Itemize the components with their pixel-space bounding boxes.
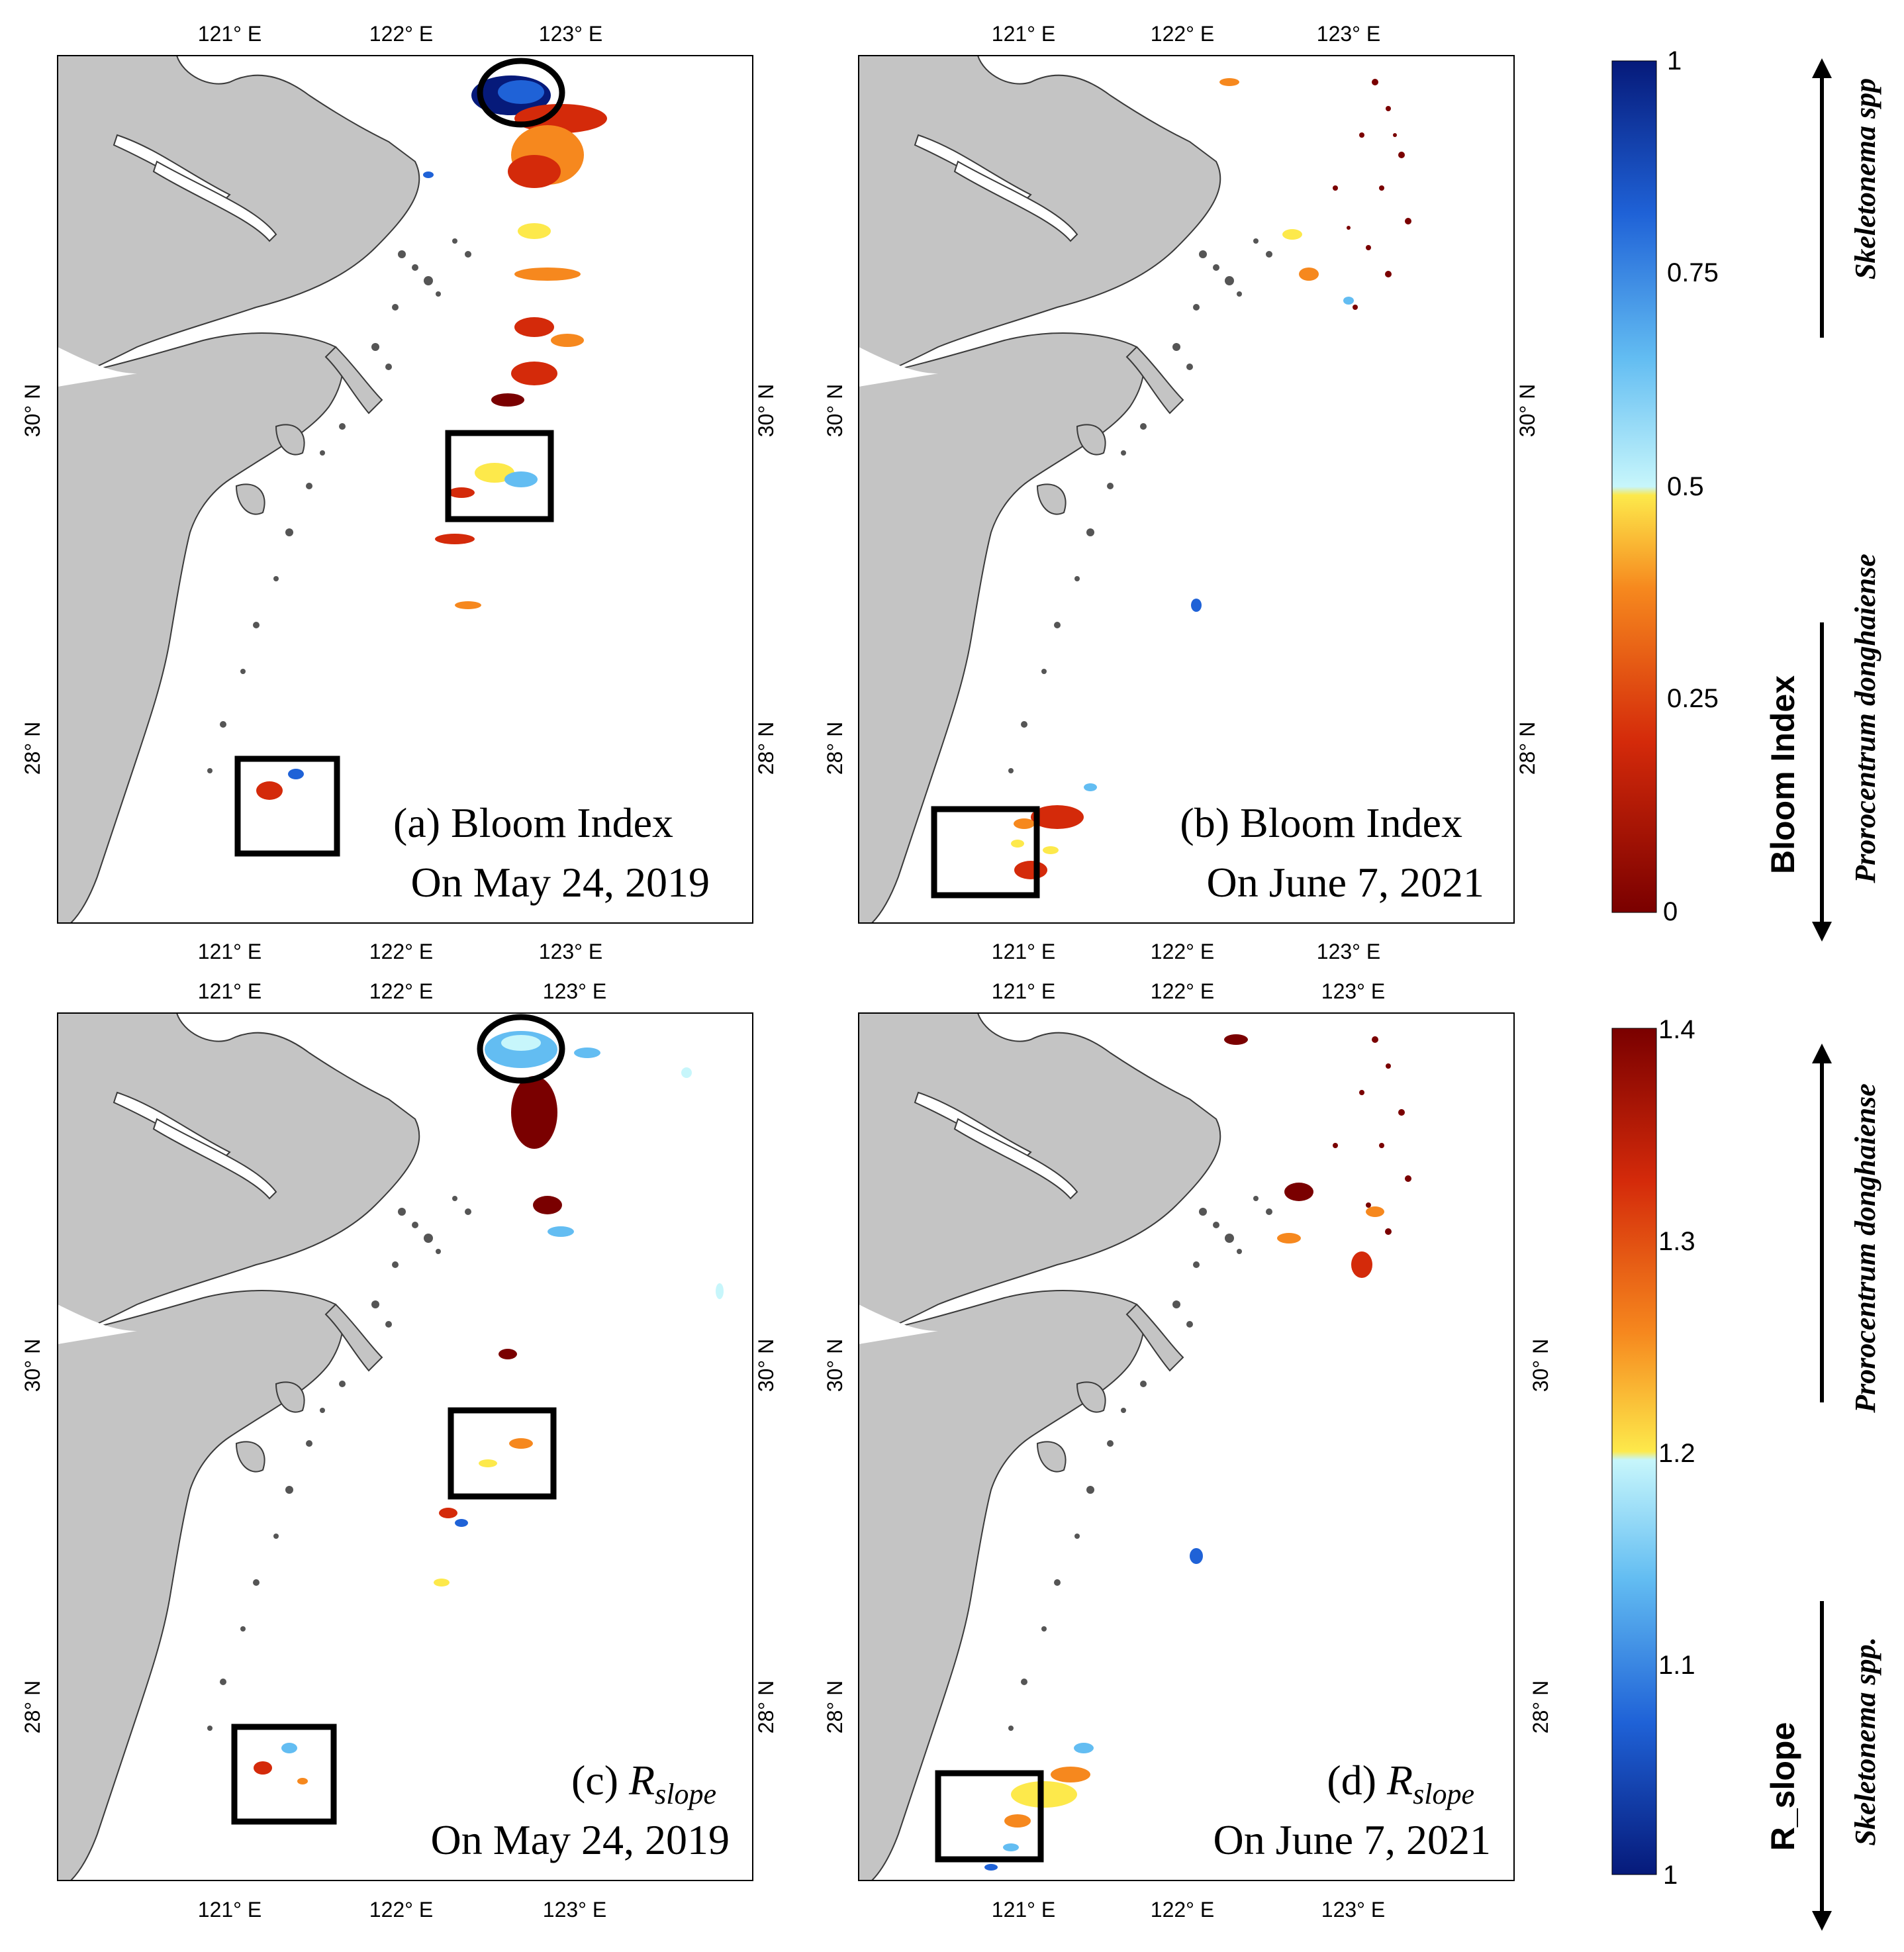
arrow-up-icon: [1812, 58, 1832, 338]
panel-a-highlight-circle: [477, 58, 565, 128]
colorbar-bloom-tick: 0.25: [1667, 684, 1719, 713]
colorbar-rslope-tick: 1.4: [1658, 1015, 1695, 1044]
panel-d-lon-bot-121: 121° E: [992, 1898, 1055, 1922]
panel-a-lon-bot-122: 122° E: [369, 940, 433, 963]
colorbar-rslope: 1.4 1.3 1.2 1.1 1 R_slope Prorocentrum d…: [1611, 1015, 1881, 1931]
panel-d-lat-right-28: 28° N: [1529, 1681, 1552, 1733]
colorbar-rslope-label: R_slope: [1764, 1722, 1801, 1851]
panel-a-lon-top-123: 123° E: [539, 22, 602, 46]
panel-d-rslope-pixels: [984, 1034, 1411, 1871]
panel-d-lon-top-123: 123° E: [1321, 979, 1385, 1003]
panel-a-lon-top-121: 121° E: [198, 22, 262, 46]
panel-c-caption-var: R: [628, 1757, 655, 1804]
panel-c-lat-left-28: 28° N: [21, 1681, 44, 1733]
panel-d: (d) Rslope On June 7, 2021: [858, 1012, 1515, 1881]
colorbar-bloom: 1 0.75 0.5 0.25 0 Bloom Index Skeletonem…: [1611, 46, 1881, 942]
colorbar-bloom-tick: 0: [1663, 897, 1678, 926]
panel-d-caption-var: R: [1386, 1757, 1413, 1804]
panel-c-rslope-pixels: [254, 1031, 724, 1784]
panel-d-lon-top-121: 121° E: [992, 979, 1055, 1003]
panel-c-lon-top-121: 121° E: [198, 979, 262, 1003]
panel-d-lon-bot-123: 123° E: [1321, 1898, 1385, 1922]
panel-a-lat-right-30: 30° N: [754, 384, 778, 437]
colorbar-rslope-tick: 1.2: [1658, 1439, 1695, 1468]
panel-c-lon-top-122: 122° E: [369, 979, 433, 1003]
colorbar-bloom-tick: 0.5: [1667, 472, 1704, 501]
panel-a-lat-left-28: 28° N: [21, 722, 44, 775]
panel-d-lon-bot-122: 122° E: [1151, 1898, 1214, 1922]
arrow-up-icon: [1812, 1044, 1832, 1402]
panel-b-lat-left-28: 28° N: [823, 722, 847, 775]
panel-c-highlight-box-1: [448, 1407, 557, 1500]
panel-a: (a) Bloom Index On May 24, 2019: [57, 55, 753, 924]
panel-b-lat-right-30: 30° N: [1515, 384, 1539, 437]
panel-d-highlight-box: [935, 1770, 1044, 1863]
panel-d-caption-main: (d) Rslope: [1327, 1757, 1474, 1810]
colorbar-rslope-tick: 1: [1663, 1861, 1678, 1890]
panel-b-lat-right-28: 28° N: [1515, 722, 1539, 775]
panel-a-lat-left-30: 30° N: [21, 384, 44, 437]
panel-a-lon-bot-121: 121° E: [198, 940, 262, 963]
panel-d-lat-left-30: 30° N: [823, 1339, 847, 1392]
panel-c-highlight-box-2: [231, 1724, 337, 1825]
arrow-down-icon: [1812, 1601, 1832, 1931]
colorbar-rslope-bar: [1611, 1028, 1657, 1875]
panel-b-lon-bot-123: 123° E: [1317, 940, 1380, 963]
panel-c-caption-sub: slope: [655, 1778, 716, 1810]
panel-a-highlight-box-1: [445, 430, 554, 522]
panel-a-lon-top-122: 122° E: [369, 22, 433, 46]
panel-b-caption-date: On June 7, 2021: [1206, 859, 1484, 906]
panel-c: (c) Rslope On May 24, 2019: [57, 1012, 753, 1881]
panel-b-caption-main: (b) Bloom Index: [1180, 799, 1462, 846]
colorbar-bloom-label: Bloom Index: [1764, 675, 1801, 874]
panel-c-lat-left-30: 30° N: [21, 1339, 44, 1392]
panel-d-lat-left-28: 28° N: [823, 1681, 847, 1733]
panel-d-lon-top-122: 122° E: [1151, 979, 1214, 1003]
panel-c-caption-prefix: (c): [571, 1757, 629, 1804]
colorbar-bloom-tick: 1: [1667, 46, 1682, 75]
colorbar-bloom-species-high: Skeletonema spp: [1849, 78, 1881, 279]
colorbar-rslope-species-low: Skeletonema spp.: [1849, 1637, 1881, 1845]
panel-c-lon-top-123: 123° E: [543, 979, 606, 1003]
panel-b-lon-bot-121: 121° E: [992, 940, 1055, 963]
panel-c-lon-bot-122: 122° E: [369, 1898, 433, 1922]
panel-c-lat-right-28: 28° N: [754, 1681, 778, 1733]
panel-b: (b) Bloom Index On June 7, 2021: [858, 55, 1515, 924]
panel-b-lon-bot-122: 122° E: [1151, 940, 1214, 963]
colorbar-bloom-bar: [1611, 60, 1657, 913]
panel-a-caption-date: On May 24, 2019: [410, 859, 710, 906]
panel-c-lat-right-30: 30° N: [754, 1339, 778, 1392]
panel-b-highlight-box: [931, 806, 1040, 899]
panel-c-caption-main: (c) Rslope: [571, 1757, 716, 1810]
panel-d-caption-prefix: (d): [1327, 1757, 1387, 1804]
panel-c-lon-bot-123: 123° E: [543, 1898, 606, 1922]
panel-c-lon-bot-121: 121° E: [198, 1898, 262, 1922]
panel-a-highlight-box-2: [234, 756, 340, 857]
arrow-down-icon: [1812, 622, 1832, 942]
panel-b-lon-top-121: 121° E: [992, 22, 1055, 46]
panel-c-caption-date: On May 24, 2019: [430, 1816, 730, 1863]
colorbar-bloom-species-low: Prorocentrum donghaiense: [1849, 554, 1881, 884]
panel-d-caption-sub: slope: [1413, 1778, 1474, 1810]
colorbar-rslope-tick: 1.3: [1658, 1227, 1695, 1256]
panel-b-lon-top-123: 123° E: [1317, 22, 1380, 46]
panel-c-highlight-circle: [477, 1014, 565, 1084]
panel-a-caption-main: (a) Bloom Index: [393, 799, 673, 846]
panel-d-caption-date: On June 7, 2021: [1213, 1816, 1491, 1863]
panel-a-lon-bot-123: 123° E: [539, 940, 602, 963]
panel-a-lat-right-28: 28° N: [754, 722, 778, 775]
panel-a-bloom-pixels: [256, 75, 607, 800]
colorbar-bloom-tick: 0.75: [1667, 258, 1719, 287]
colorbar-rslope-species-high: Prorocentrum donghaiense: [1849, 1083, 1881, 1414]
panel-b-lon-top-122: 122° E: [1151, 22, 1214, 46]
panel-d-lat-right-30: 30° N: [1529, 1339, 1552, 1392]
colorbar-rslope-tick: 1.1: [1658, 1651, 1695, 1680]
panel-b-lat-left-30: 30° N: [823, 384, 847, 437]
